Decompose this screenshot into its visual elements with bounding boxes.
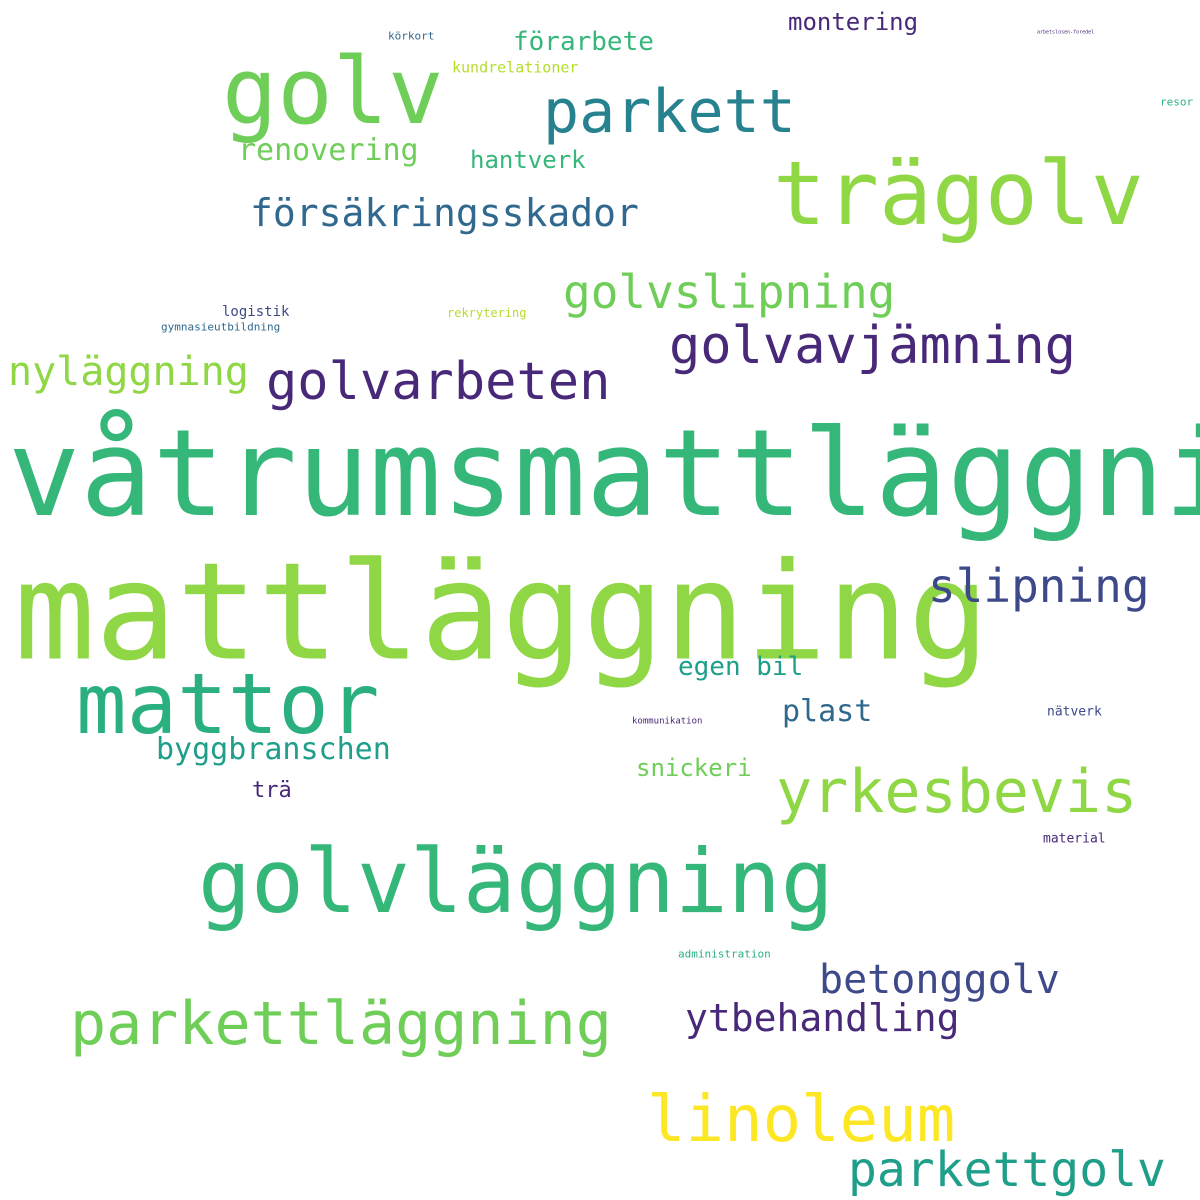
word-golvarbeten: golvarbeten <box>266 352 611 412</box>
word-yrkesbevis: yrkesbevis <box>776 757 1138 827</box>
word-material: material <box>1043 831 1106 847</box>
word-parkettgolv: parkettgolv <box>848 1142 1166 1198</box>
word-natverk: nätverk <box>1047 704 1102 720</box>
word-vatrumsmattlaggning: våtrumsmattläggning <box>8 405 1200 544</box>
word-linoleum: linoleum <box>647 1083 956 1157</box>
word-kundrelationer: kundrelationer <box>452 58 579 77</box>
word-logistik: logistik <box>222 304 290 320</box>
word-mattlaggning: mattläggning <box>14 533 990 691</box>
word-hantverk: hantverk <box>470 146 586 174</box>
word-parkett: parkett <box>543 77 796 147</box>
word-golvslipning: golvslipning <box>563 265 896 319</box>
word-plast: plast <box>782 694 873 729</box>
word-rekrytering: rekrytering <box>447 306 527 320</box>
word-betonggolv: betonggolv <box>819 957 1060 1003</box>
word-mattor: mattor <box>76 655 380 753</box>
word-resor: resor <box>1160 95 1194 109</box>
word-egen-bil: egen bil <box>678 652 804 682</box>
word-administration: administration <box>678 947 771 961</box>
word-gymnasieutbildning: gymnasieutbildning <box>161 320 281 334</box>
word-slipning: slipning <box>928 559 1150 613</box>
word-forarbete: förarbete <box>513 27 654 57</box>
word-korkort: körkort <box>388 29 435 43</box>
word-montering: montering <box>788 8 919 36</box>
word-golvlaggning: golvläggning <box>198 830 834 933</box>
word-nylaggning: nyläggning <box>8 349 249 395</box>
word-ytbehandling: ytbehandling <box>685 996 960 1040</box>
word-golvavjamning: golvavjämning <box>669 316 1076 376</box>
word-kommunikation: kommunikation <box>632 716 703 727</box>
word-byggbranschen: byggbranschen <box>156 732 391 767</box>
word-forsakringsskador: försäkringsskador <box>250 191 639 235</box>
word-tra: trä <box>252 778 292 803</box>
word-renovering: renovering <box>238 133 419 168</box>
word-arbetslosen: arbetslosen-foredel <box>1037 29 1095 36</box>
word-snickeri: snickeri <box>636 754 752 782</box>
word-tragolv: trägolv <box>773 142 1144 245</box>
word-parkettlaggning: parkettläggning <box>70 989 612 1059</box>
word-golv: golv <box>222 38 444 145</box>
